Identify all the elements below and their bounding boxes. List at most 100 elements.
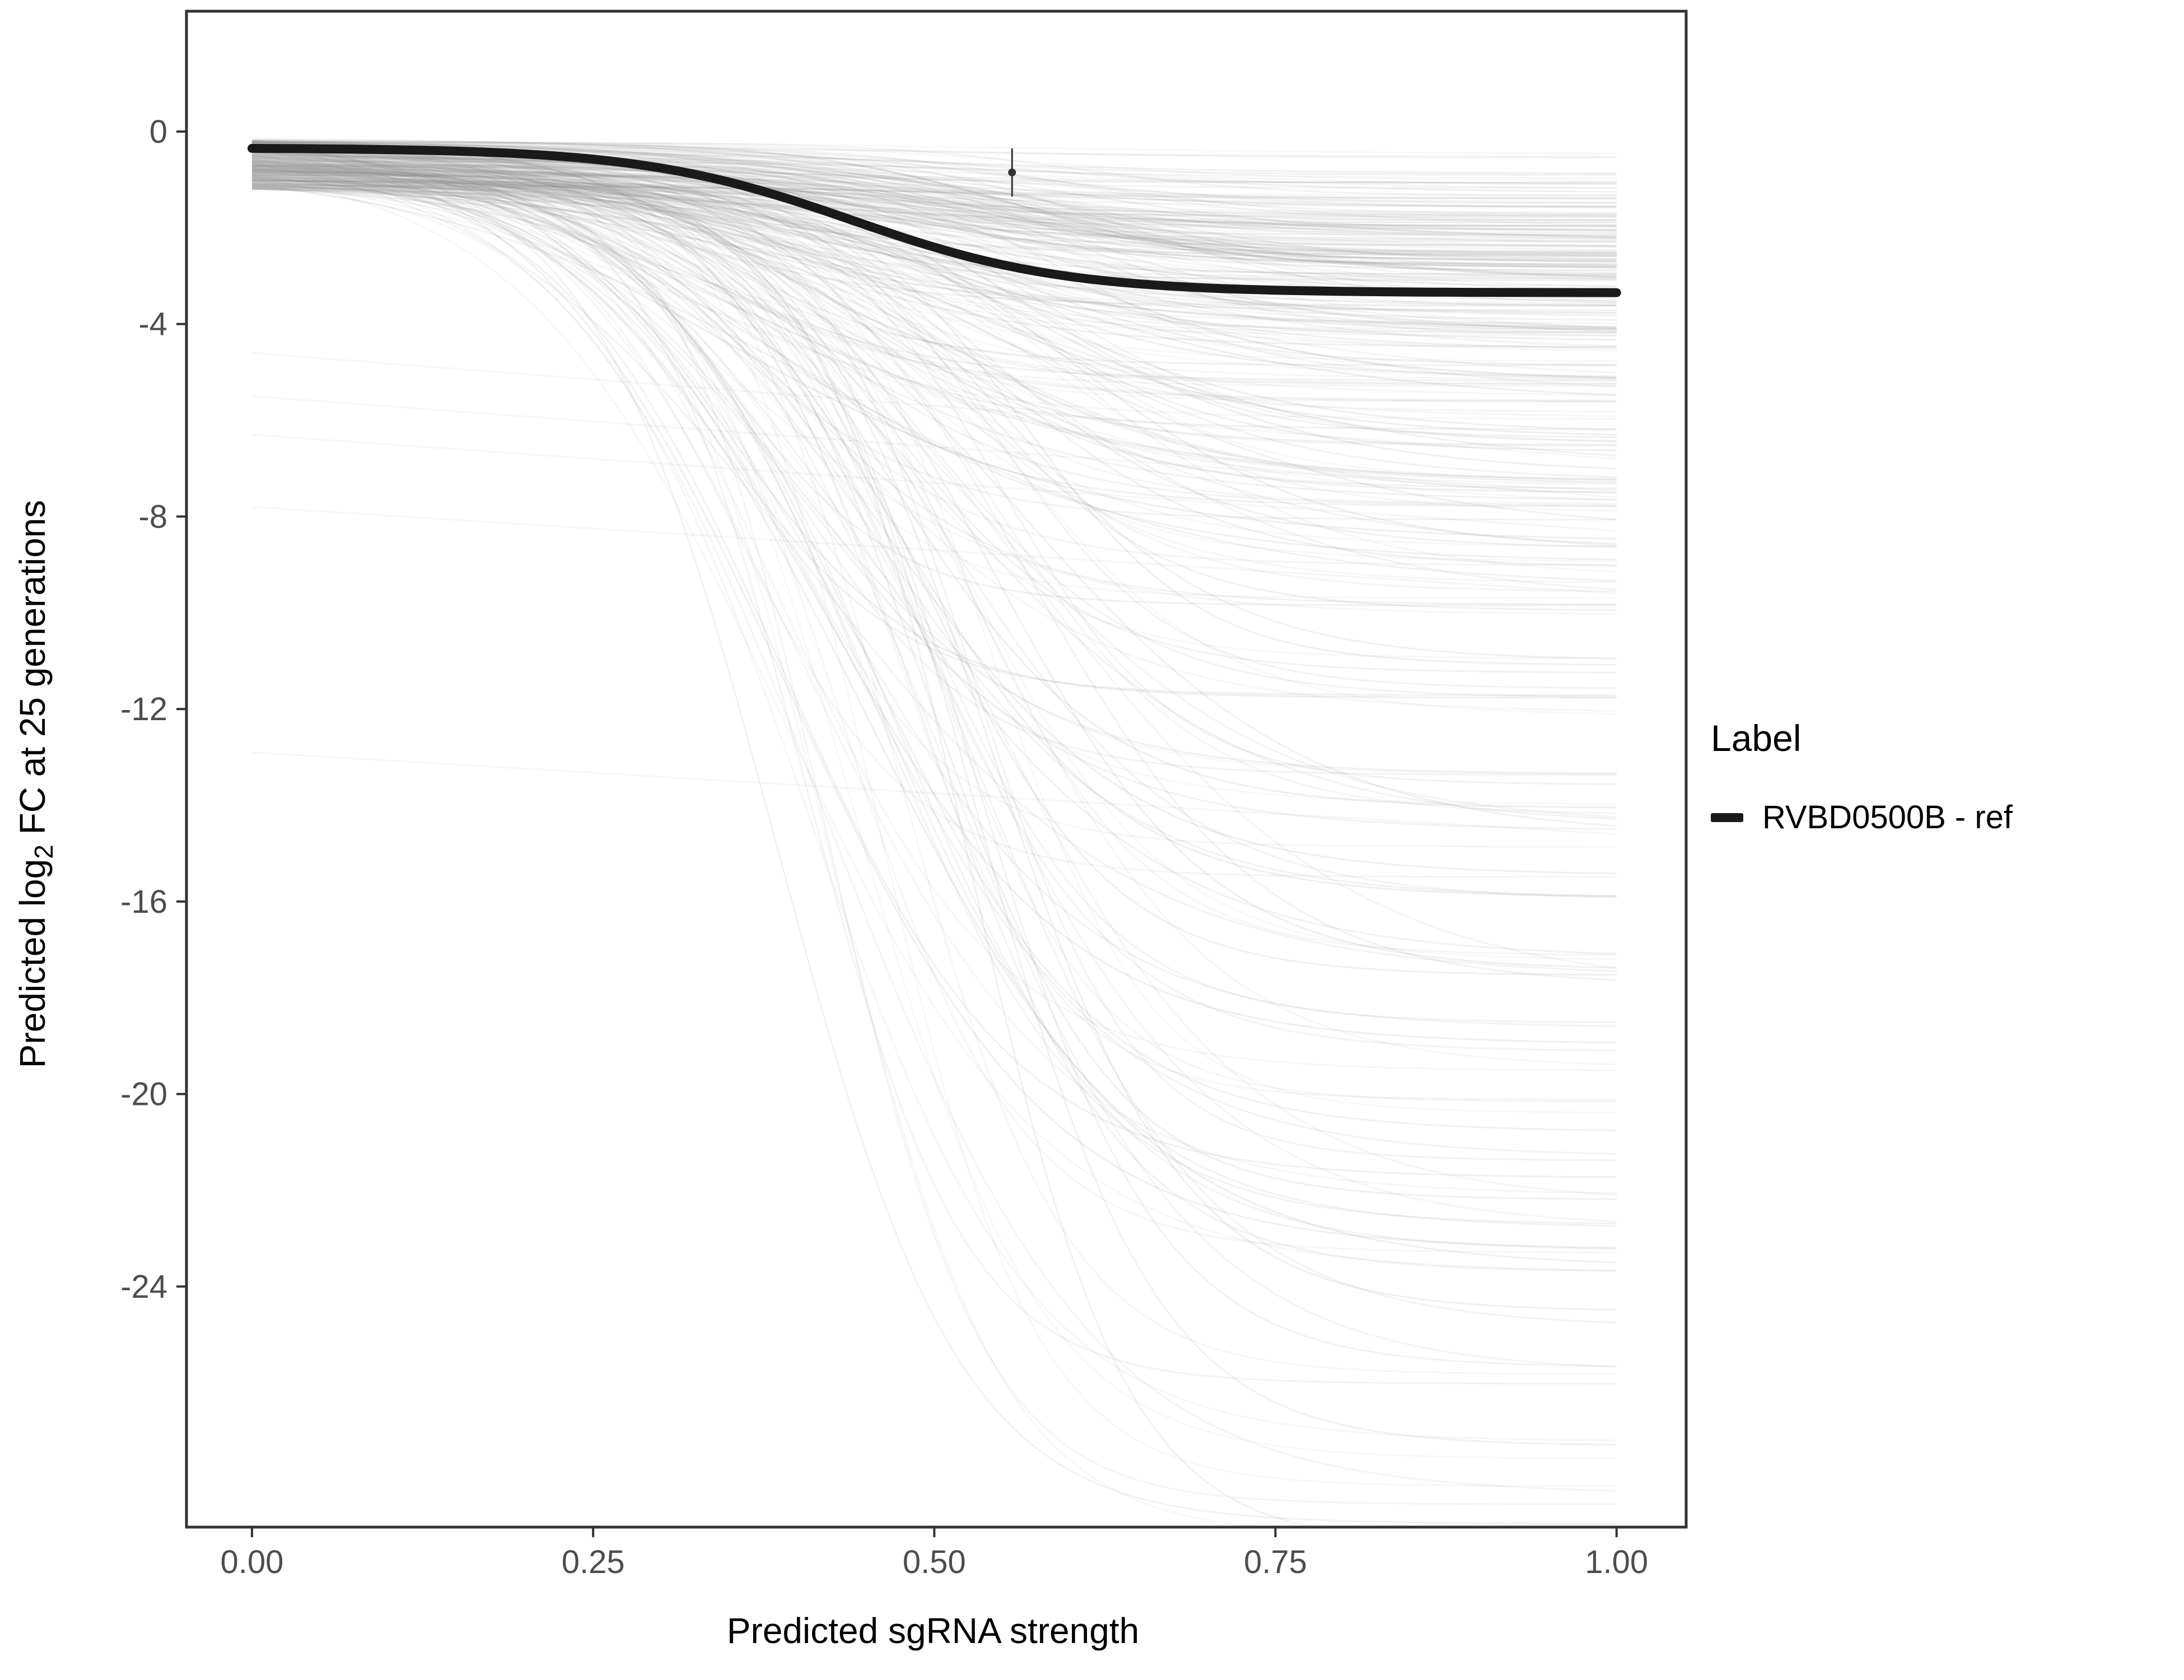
y-tick-label: -4: [138, 306, 167, 343]
background-curve: [251, 141, 1617, 231]
legend: Label RVBD0500B - ref: [1711, 717, 2013, 836]
background-curve: [251, 185, 1617, 267]
background-curve: [251, 176, 1617, 420]
background-curve: [251, 140, 1617, 292]
background-curve: [251, 167, 1617, 321]
background-curve: [251, 162, 1617, 698]
background-curve: [251, 148, 1617, 562]
x-tick-label: 0.75: [1244, 1544, 1307, 1580]
background-curve: [251, 169, 1617, 290]
background-curve: [251, 188, 1617, 402]
background-curve: [252, 174, 1617, 199]
background-curve: [251, 188, 1617, 976]
background-curve: [251, 185, 1617, 348]
background-curve: [252, 165, 1617, 184]
background-curve: [251, 165, 1617, 699]
background-curve: [251, 153, 1617, 1227]
background-curve: [251, 163, 1617, 1525]
background-curve: [251, 142, 1617, 352]
background-curve: [251, 142, 1617, 1194]
background-curve: [252, 184, 1617, 257]
background-curve: [251, 154, 1617, 213]
background-curve: [251, 168, 1617, 230]
background-curve: [251, 178, 1617, 436]
background-curve: [251, 175, 1617, 897]
background-curve: [251, 144, 1617, 255]
background-curve: [251, 167, 1617, 221]
background-curve: [251, 156, 1617, 218]
background-curve: [251, 150, 1617, 606]
background-curve: [251, 164, 1617, 611]
background-diagonal-line: [251, 395, 1617, 498]
legend-title: Label: [1711, 717, 1802, 759]
background-curve: [251, 187, 1318, 1527]
y-tick-label: -20: [120, 1076, 167, 1113]
background-curve: [251, 164, 1617, 1492]
legend-item: RVBD0500B - ref: [1711, 799, 2013, 836]
x-tick-label: 0.25: [562, 1544, 625, 1580]
background-curve: [251, 165, 1617, 330]
background-curve: [251, 160, 1617, 660]
background-curve: [251, 156, 1617, 241]
background-curve: [252, 182, 1617, 242]
background-curve: [251, 161, 1617, 253]
background-curve: [251, 142, 1617, 256]
background-curve: [251, 172, 1617, 218]
background-curve: [251, 155, 1617, 451]
background-curve: [251, 150, 1617, 1071]
background-curve: [251, 160, 1617, 237]
background-curve: [251, 156, 1617, 1225]
background-curve: [252, 185, 1617, 204]
point-annotation: [1008, 168, 1016, 176]
legend-key-line-swatch: [1711, 813, 1743, 822]
background-curve: [252, 141, 1617, 267]
background-curve: [251, 181, 1617, 878]
background-curve: [252, 184, 1617, 203]
background-curve: [251, 147, 1617, 1368]
background-curve: [251, 178, 1617, 252]
background-curve: [251, 179, 1617, 227]
background-curve: [252, 183, 1617, 258]
background-curve: [251, 170, 1617, 268]
background-curve: [251, 142, 1617, 276]
background-curve: [251, 159, 1617, 337]
background-curve: [251, 171, 1617, 337]
y-tick-label: -24: [120, 1268, 167, 1305]
background-curves: [251, 138, 1617, 1527]
background-curve: [251, 147, 1617, 712]
background-curve: [252, 158, 1617, 221]
panel-border: [185, 10, 1688, 1529]
background-curve: [251, 169, 1617, 316]
background-curve: [251, 171, 1617, 236]
background-curve: [251, 147, 1617, 506]
background-curve: [252, 170, 1617, 253]
background-curve: [251, 172, 1617, 489]
background-curve: [251, 162, 1617, 1264]
background-curve: [251, 181, 1617, 818]
background-curve: [251, 153, 1617, 674]
background-curve: [251, 161, 1617, 396]
background-curve: [251, 179, 1617, 374]
background-curve: [252, 164, 1617, 275]
background-curve: [251, 183, 1617, 349]
background-curve: [251, 160, 1617, 262]
background-curve: [251, 167, 1617, 1459]
background-curve: [251, 183, 1617, 659]
background-curve: [251, 174, 1617, 493]
background-curve: [251, 168, 1617, 584]
background-curve: [251, 174, 1268, 1527]
background-curve: [251, 158, 1617, 482]
background-curve: [251, 180, 1617, 254]
background-curve: [251, 166, 1617, 184]
background-curve: [251, 147, 1617, 366]
y-tick-label: -8: [138, 498, 167, 535]
background-curve: [251, 176, 1617, 505]
background-curve: [251, 155, 1617, 494]
background-curve: [251, 158, 1617, 330]
background-curve: [251, 140, 1617, 239]
background-curve: [251, 157, 1617, 848]
background-curve: [251, 183, 1617, 1250]
background-curve: [251, 138, 1617, 599]
background-curve: [251, 144, 1617, 256]
background-curve: [251, 175, 1617, 1155]
